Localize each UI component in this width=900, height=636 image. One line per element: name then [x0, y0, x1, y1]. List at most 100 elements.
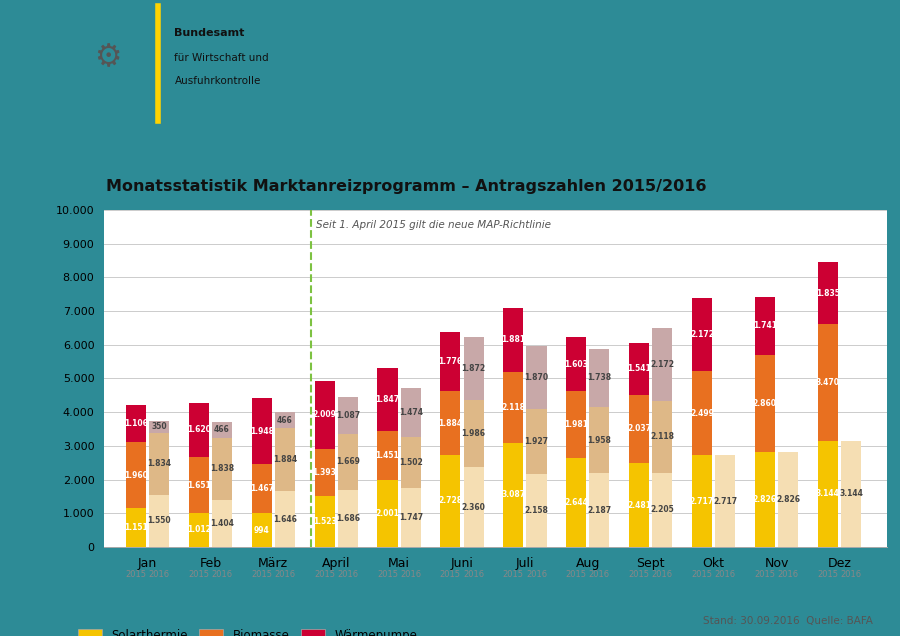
Text: 2015: 2015	[691, 570, 713, 579]
Bar	[652, 401, 672, 473]
Text: 1.651: 1.651	[187, 481, 211, 490]
Text: 2015: 2015	[377, 570, 398, 579]
Bar	[464, 467, 483, 547]
Text: 1.981: 1.981	[564, 420, 588, 429]
Text: 2015: 2015	[314, 570, 335, 579]
Bar	[755, 296, 775, 356]
Bar	[377, 480, 398, 547]
Bar	[692, 371, 712, 455]
Text: 2.172: 2.172	[651, 360, 674, 369]
Text: 2015: 2015	[628, 570, 650, 579]
Text: 1.884: 1.884	[273, 455, 297, 464]
Text: Ausfuhrkontrolle: Ausfuhrkontrolle	[175, 76, 261, 86]
Text: Stand: 30.09.2016  Quelle: BAFA: Stand: 30.09.2016 Quelle: BAFA	[703, 616, 873, 626]
Text: 2.728: 2.728	[438, 497, 463, 506]
Text: 1.741: 1.741	[752, 321, 777, 331]
Bar	[189, 403, 209, 457]
Text: 1.960: 1.960	[124, 471, 148, 480]
Text: 3.144: 3.144	[815, 490, 840, 499]
Text: 1.467: 1.467	[249, 484, 274, 494]
Bar	[274, 412, 295, 428]
Bar	[566, 458, 586, 547]
Bar	[817, 262, 838, 324]
Text: 2.158: 2.158	[525, 506, 548, 515]
Text: 2016: 2016	[464, 570, 484, 579]
Text: 2.826: 2.826	[752, 495, 777, 504]
Bar	[755, 452, 775, 547]
Bar	[252, 464, 272, 513]
Text: 2.037: 2.037	[627, 424, 651, 434]
Text: 2015: 2015	[188, 570, 210, 579]
Bar	[149, 495, 169, 547]
Bar	[464, 401, 483, 467]
Text: 3.470: 3.470	[815, 378, 840, 387]
Bar	[338, 490, 358, 547]
Text: für Wirtschaft und: für Wirtschaft und	[175, 53, 269, 64]
Bar	[503, 308, 523, 371]
Text: 1.550: 1.550	[148, 516, 171, 525]
Bar	[692, 455, 712, 547]
Text: 2015: 2015	[251, 570, 272, 579]
Bar	[189, 513, 209, 547]
Text: 1.872: 1.872	[462, 364, 486, 373]
Text: 2.860: 2.860	[752, 399, 777, 408]
Bar	[841, 441, 861, 547]
Bar	[652, 328, 672, 401]
Bar	[189, 457, 209, 513]
Text: 2016: 2016	[841, 570, 861, 579]
Bar	[817, 324, 838, 441]
Text: 2015: 2015	[754, 570, 775, 579]
Bar	[126, 508, 146, 547]
Text: 1.835: 1.835	[815, 289, 840, 298]
Text: 466: 466	[277, 415, 292, 425]
Bar	[629, 395, 649, 464]
Bar	[212, 500, 232, 547]
Text: 2016: 2016	[715, 570, 735, 579]
Text: 1.686: 1.686	[336, 514, 360, 523]
Text: 2.187: 2.187	[588, 506, 611, 515]
Text: 1.474: 1.474	[399, 408, 423, 417]
Text: 1.541: 1.541	[627, 364, 651, 373]
Text: 1.738: 1.738	[588, 373, 611, 382]
Text: Monatsstatistik Marktanreizprogramm – Antragszahlen 2015/2016: Monatsstatistik Marktanreizprogramm – An…	[106, 179, 706, 194]
Text: 1.834: 1.834	[148, 459, 171, 468]
Bar	[252, 513, 272, 547]
Text: 1.669: 1.669	[336, 457, 360, 466]
Bar	[590, 473, 609, 547]
Text: 2016: 2016	[212, 570, 232, 579]
Text: 2.644: 2.644	[564, 498, 588, 507]
Text: 2015: 2015	[503, 570, 524, 579]
Bar	[503, 371, 523, 443]
Bar	[526, 346, 546, 409]
Bar	[652, 473, 672, 547]
Text: 1.603: 1.603	[564, 359, 588, 368]
Bar	[503, 443, 523, 547]
Bar	[314, 381, 335, 448]
Text: 3.087: 3.087	[501, 490, 526, 499]
Text: 2015: 2015	[817, 570, 838, 579]
Text: 2016: 2016	[338, 570, 358, 579]
Bar	[590, 349, 609, 407]
Text: 2015: 2015	[440, 570, 461, 579]
Text: 2.009: 2.009	[312, 410, 337, 419]
Bar	[149, 421, 169, 433]
Text: 2016: 2016	[652, 570, 673, 579]
Text: 1.393: 1.393	[312, 467, 337, 476]
Text: 1.747: 1.747	[399, 513, 423, 522]
Text: 1.646: 1.646	[273, 515, 297, 523]
Text: 1.838: 1.838	[210, 464, 234, 473]
Text: 1.523: 1.523	[312, 517, 337, 526]
Bar	[314, 448, 335, 495]
Bar	[400, 488, 421, 547]
Text: 2.826: 2.826	[776, 495, 800, 504]
Text: 2.499: 2.499	[690, 409, 714, 418]
Text: 2.001: 2.001	[375, 509, 400, 518]
Bar	[126, 404, 146, 442]
Text: 1.151: 1.151	[124, 523, 148, 532]
Bar	[817, 441, 838, 547]
Text: 1.087: 1.087	[336, 411, 360, 420]
Bar	[590, 407, 609, 473]
Text: 2.118: 2.118	[651, 432, 674, 441]
Bar	[252, 398, 272, 464]
Text: 2.481: 2.481	[627, 501, 651, 509]
